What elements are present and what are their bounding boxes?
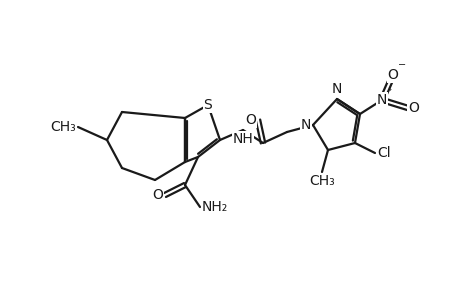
Text: −: − (397, 60, 405, 70)
Text: N: N (331, 82, 341, 96)
Text: O: O (152, 188, 162, 202)
Text: NH₂: NH₂ (202, 200, 228, 214)
Text: O: O (245, 113, 256, 127)
Text: N: N (300, 118, 310, 132)
Text: O: O (387, 68, 397, 82)
Text: ⁺: ⁺ (386, 87, 391, 96)
Text: Cl: Cl (376, 146, 390, 160)
Text: CH₃: CH₃ (50, 120, 76, 134)
Text: O: O (407, 101, 418, 115)
Text: CH₃: CH₃ (308, 174, 334, 188)
Text: S: S (203, 98, 212, 112)
Text: NH: NH (232, 132, 253, 146)
Text: N: N (376, 93, 386, 107)
